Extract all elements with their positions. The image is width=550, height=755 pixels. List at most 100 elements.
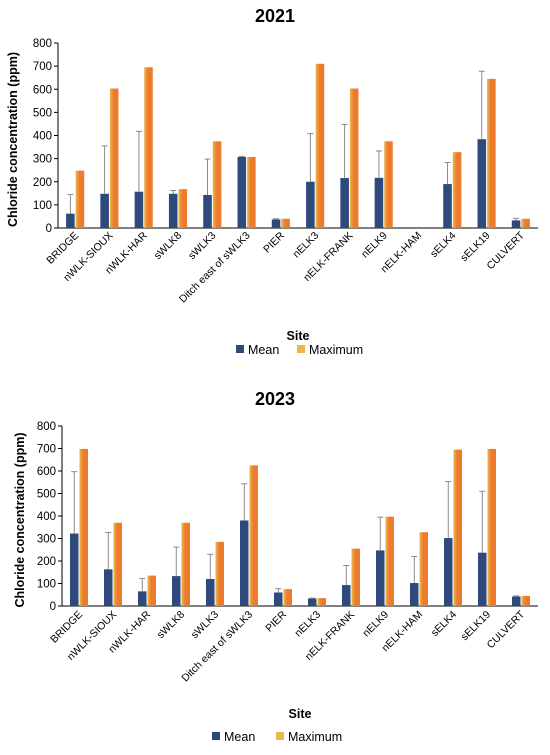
chart-title: 2021 bbox=[255, 6, 295, 26]
bar-mean-Ditch east of sWLK3 bbox=[240, 520, 249, 606]
bar-mean-sELK4 bbox=[444, 538, 453, 606]
x-axis-title: Site bbox=[289, 707, 312, 721]
x-category-label: PIER bbox=[261, 229, 287, 255]
x-category-label: sELK19 bbox=[458, 230, 493, 265]
chart-title: 2023 bbox=[255, 389, 295, 409]
bar-maximum-sELK4 bbox=[452, 152, 462, 228]
bar-maximum-sWLK8 bbox=[181, 522, 190, 606]
bar-mean-nELK-FRANK bbox=[342, 585, 351, 606]
bar-maximum-nELK9 bbox=[384, 141, 393, 228]
bar-maximum-nWLK-HAR bbox=[144, 67, 153, 228]
legend: Mean Maximum bbox=[236, 343, 363, 357]
bar-mean-PIER bbox=[274, 592, 283, 606]
bar-mean-BRIDGE bbox=[70, 533, 79, 606]
legend-label-mean: Mean bbox=[248, 343, 279, 357]
legend-swatch-maximum bbox=[297, 345, 305, 353]
y-tick-label: 300 bbox=[33, 154, 52, 166]
bar-maximum-sWLK3 bbox=[215, 541, 224, 606]
legend-label-maximum: Maximum bbox=[309, 343, 363, 357]
y-tick-label: 500 bbox=[37, 489, 56, 501]
bar-maximum-sELK19 bbox=[487, 448, 496, 606]
bar-maximum-nELK-FRANK bbox=[351, 548, 360, 606]
y-tick-label: 100 bbox=[33, 200, 52, 212]
bar-mean-sWLK3 bbox=[206, 579, 215, 606]
y-tick-label: 800 bbox=[37, 421, 56, 433]
bar-maximum-CULVERT bbox=[521, 595, 530, 606]
y-tick-label: 400 bbox=[33, 131, 52, 143]
x-category-label: nELK3 bbox=[290, 230, 321, 261]
bar-mean-nELK3 bbox=[306, 181, 315, 228]
y-tick-label: 200 bbox=[33, 177, 52, 189]
bar-mean-nELK-HAM bbox=[410, 583, 419, 606]
bar-maximum-nELK-HAM bbox=[419, 532, 428, 606]
bar-mean-PIER bbox=[271, 219, 281, 228]
x-category-label: sELK4 bbox=[429, 609, 459, 639]
bar-maximum-PIER bbox=[283, 589, 292, 606]
bar-mean-nELK9 bbox=[376, 550, 385, 606]
bar-mean-sELK4 bbox=[443, 184, 452, 228]
x-axis-title: Site bbox=[287, 329, 310, 343]
y-tick-label: 800 bbox=[33, 38, 52, 50]
bar-mean-sWLK8 bbox=[172, 576, 181, 606]
bar-mean-BRIDGE bbox=[66, 213, 75, 228]
bar-mean-nELK3 bbox=[308, 598, 317, 606]
bar-maximum-nWLK-SIOUX bbox=[109, 88, 119, 229]
y-axis-title: Chloride concentration (ppm) bbox=[6, 52, 20, 227]
legend-label-maximum: Maximum bbox=[288, 730, 342, 744]
y-tick-label: 700 bbox=[33, 61, 52, 73]
bar-mean-sELK19 bbox=[477, 139, 487, 228]
bar-maximum-sWLK8 bbox=[178, 189, 188, 228]
y-tick-label: 700 bbox=[37, 444, 56, 456]
y-axis-title: Chloride concentration (ppm) bbox=[13, 433, 27, 608]
bar-mean-nWLK-SIOUX bbox=[104, 569, 113, 606]
bar-mean-nWLK-HAR bbox=[138, 591, 147, 606]
x-category-label: sWLK3 bbox=[189, 609, 222, 642]
x-category-label: PIER bbox=[263, 608, 289, 634]
bar-maximum-nELK3 bbox=[317, 598, 326, 606]
y-tick-label: 500 bbox=[33, 107, 52, 119]
legend-swatch-maximum bbox=[276, 732, 284, 740]
y-tick-label: 400 bbox=[37, 511, 56, 523]
x-category-label: CULVERT bbox=[485, 229, 528, 272]
bar-mean-sELK19 bbox=[478, 552, 487, 606]
y-tick-label: 200 bbox=[37, 556, 56, 568]
x-category-label: nELK3 bbox=[292, 609, 323, 640]
bar-maximum-nWLK-HAR bbox=[147, 575, 156, 606]
bar-maximum-PIER bbox=[281, 218, 290, 228]
bar-mean-nWLK-HAR bbox=[134, 191, 144, 228]
bar-mean-nELK9 bbox=[374, 177, 384, 228]
legend-label-mean: Mean bbox=[224, 730, 255, 744]
legend: Mean Maximum bbox=[212, 730, 342, 744]
legend-swatch-mean bbox=[236, 345, 244, 353]
bar-maximum-Ditch east of sWLK3 bbox=[249, 465, 258, 606]
bar-maximum-CULVERT bbox=[521, 218, 530, 228]
y-tick-label: 0 bbox=[46, 223, 52, 235]
legend-swatch-mean bbox=[212, 732, 220, 740]
bar-maximum-sELK19 bbox=[487, 78, 496, 228]
y-tick-label: 0 bbox=[50, 601, 56, 613]
bar-mean-CULVERT bbox=[512, 596, 521, 606]
bar-maximum-BRIDGE bbox=[75, 170, 85, 228]
bar-maximum-sWLK3 bbox=[212, 141, 222, 228]
y-tick-label: 100 bbox=[37, 579, 56, 591]
x-category-label: sWLK8 bbox=[155, 609, 188, 642]
bar-mean-sWLK8 bbox=[168, 193, 178, 228]
y-tick-label: 600 bbox=[37, 466, 56, 478]
chart-2021: 2021 Chloride concentration (ppm) 0 100 200 3… bbox=[6, 6, 538, 357]
chart-2023: 2023 Chloride concentration (ppm) 0 100 200 3… bbox=[13, 389, 538, 744]
x-category-label: sWLK3 bbox=[186, 230, 219, 263]
y-tick-label: 300 bbox=[37, 534, 56, 546]
bar-mean-nWLK-SIOUX bbox=[100, 193, 109, 228]
bar-maximum-nELK9 bbox=[385, 516, 394, 606]
x-category-label: nELK9 bbox=[360, 609, 391, 640]
bar-mean-sWLK3 bbox=[203, 194, 212, 228]
x-category-label: sELK4 bbox=[428, 230, 458, 260]
x-category-label: sWLK8 bbox=[152, 230, 185, 263]
bar-maximum-Ditch east of sWLK3 bbox=[247, 157, 256, 228]
bar-maximum-nELK3 bbox=[315, 63, 325, 228]
bar-mean-Ditch east of sWLK3 bbox=[237, 157, 247, 228]
bar-mean-CULVERT bbox=[511, 220, 521, 228]
y-tick-label: 600 bbox=[33, 84, 52, 96]
